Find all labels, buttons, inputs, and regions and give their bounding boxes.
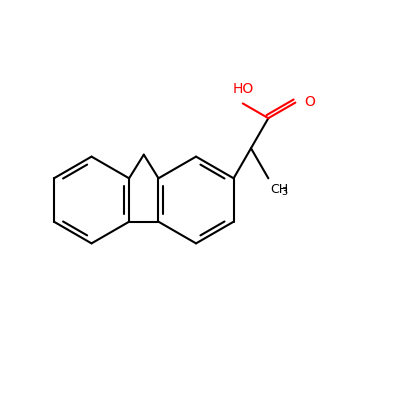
Text: HO: HO (232, 82, 254, 96)
Text: CH: CH (270, 183, 288, 196)
Text: O: O (304, 95, 315, 109)
Text: 3: 3 (282, 187, 288, 197)
